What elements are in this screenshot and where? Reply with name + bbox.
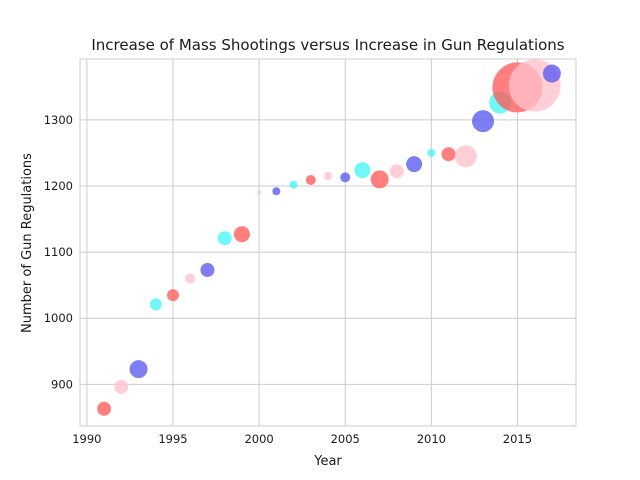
x-tick-label: 2000 bbox=[244, 432, 273, 446]
data-point bbox=[427, 148, 436, 157]
x-tick-label: 2005 bbox=[331, 432, 360, 446]
data-point bbox=[406, 156, 423, 173]
data-point bbox=[305, 175, 316, 186]
data-point bbox=[324, 172, 332, 181]
y-tick-label: 900 bbox=[51, 377, 73, 391]
x-tick-label: 1995 bbox=[158, 432, 187, 446]
data-point bbox=[200, 262, 215, 277]
data-point bbox=[167, 289, 179, 302]
data-point bbox=[454, 145, 477, 168]
data-point bbox=[354, 162, 371, 179]
x-tick-label: 2010 bbox=[417, 432, 446, 446]
y-tick-label: 1000 bbox=[44, 311, 73, 325]
y-tick-label: 1200 bbox=[44, 179, 73, 193]
x-tick-label: 2015 bbox=[503, 432, 532, 446]
chart-title: Increase of Mass Shootings versus Increa… bbox=[91, 36, 564, 54]
data-point bbox=[257, 190, 262, 195]
data-point bbox=[185, 273, 196, 284]
data-point bbox=[129, 360, 148, 379]
data-point bbox=[340, 172, 351, 183]
y-tick-labels: 900 1000 1100 1200 1300 bbox=[44, 113, 73, 392]
data-point bbox=[542, 64, 561, 83]
data-point bbox=[441, 147, 456, 162]
data-point bbox=[97, 401, 112, 416]
data-point bbox=[370, 170, 389, 189]
y-tick-label: 1100 bbox=[44, 245, 73, 259]
y-axis-label: Number of Gun Regulations bbox=[20, 153, 35, 333]
data-point bbox=[217, 231, 232, 246]
x-axis-label: Year bbox=[313, 454, 342, 469]
data-point bbox=[472, 110, 494, 133]
data-point bbox=[289, 180, 298, 189]
data-points bbox=[97, 59, 561, 416]
data-point bbox=[233, 226, 250, 243]
x-tick-label: 1990 bbox=[72, 432, 101, 446]
data-point bbox=[114, 379, 129, 394]
data-point bbox=[389, 164, 404, 179]
data-point bbox=[149, 298, 162, 311]
data-point bbox=[272, 187, 281, 196]
x-tick-labels: 1990 1995 2000 2005 2010 2015 bbox=[72, 432, 532, 446]
y-tick-label: 1300 bbox=[44, 113, 73, 127]
plot-frame bbox=[79, 58, 577, 427]
